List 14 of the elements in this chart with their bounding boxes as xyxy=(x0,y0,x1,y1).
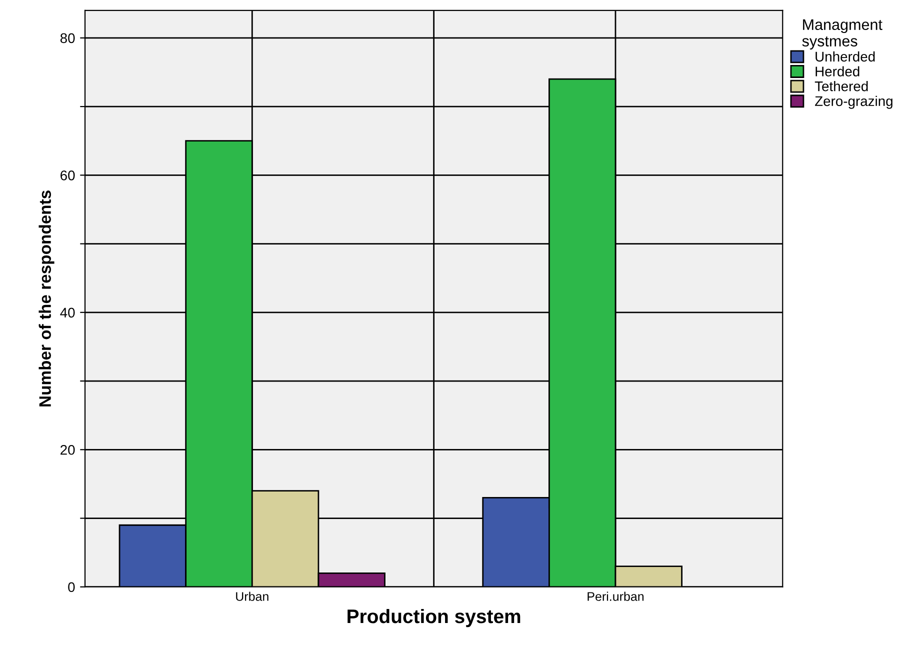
x-axis-title: Production system xyxy=(348,608,520,628)
y-tick-label: 20 xyxy=(60,444,75,455)
x-tick-label: Urban xyxy=(236,592,268,601)
y-tick-label: 0 xyxy=(68,582,75,592)
legend-title: Managment systmes xyxy=(802,19,882,50)
y-tick-label: 80 xyxy=(60,33,75,44)
x-tick-label: Peri.urban xyxy=(588,592,644,601)
y-tick-label: 60 xyxy=(60,170,75,180)
legend-label: Herded xyxy=(816,66,860,76)
legend-label: Tethered xyxy=(814,81,868,92)
y-axis-title: Number of the respondents xyxy=(38,190,54,406)
legend-label: Zero-grazing xyxy=(815,96,892,109)
y-tick-label: 40 xyxy=(60,308,75,318)
legend-label: Unherded xyxy=(816,51,875,62)
